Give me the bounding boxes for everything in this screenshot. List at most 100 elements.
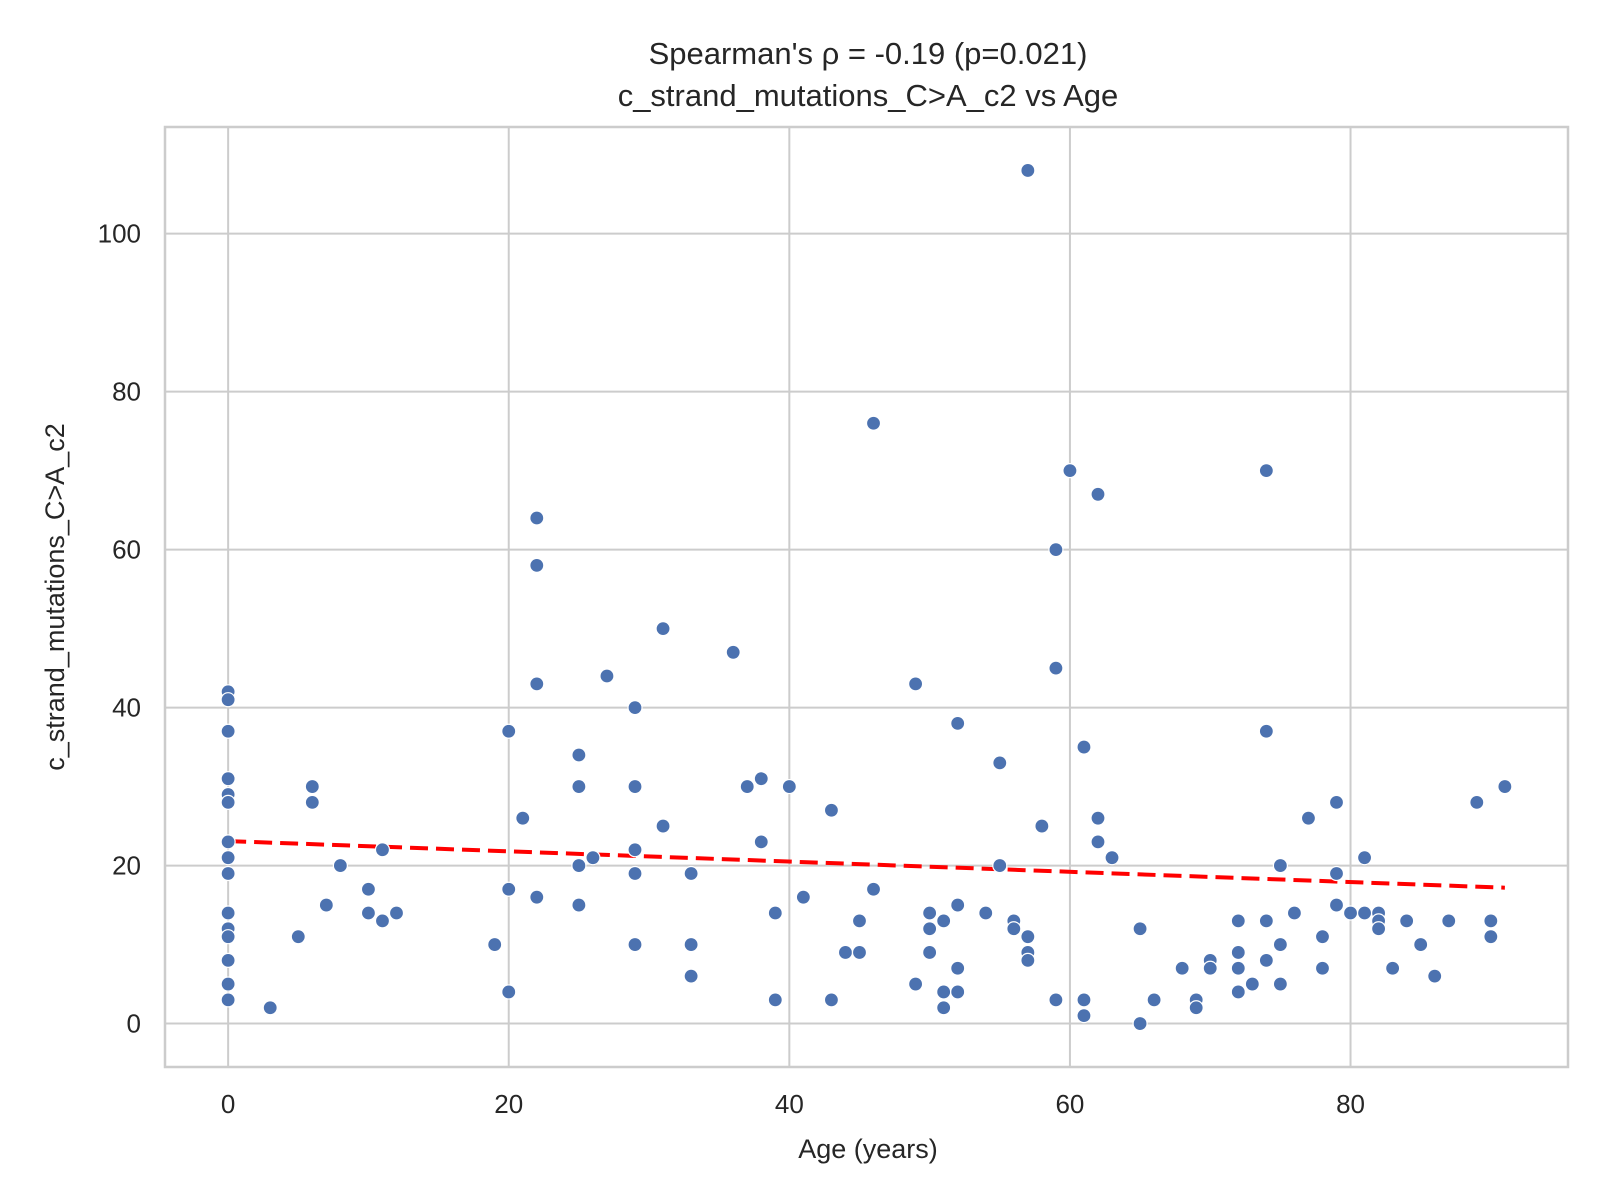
- data-point: [487, 936, 503, 953]
- data-point: [767, 992, 783, 1008]
- data-point: [767, 905, 783, 921]
- data-point: [950, 897, 966, 913]
- data-point: [501, 984, 517, 1000]
- data-point: [290, 929, 306, 945]
- data-point: [627, 699, 643, 716]
- data-point: [1132, 1015, 1148, 1032]
- data-point: [1048, 660, 1064, 676]
- y-tick-label: 60: [112, 535, 141, 565]
- data-point: [1188, 1000, 1204, 1016]
- y-axis-label: c_strand_mutations_C>A_c2: [40, 423, 70, 770]
- data-point: [655, 620, 671, 637]
- data-point: [1230, 984, 1246, 1000]
- data-point: [978, 905, 994, 921]
- data-point: [1427, 968, 1443, 984]
- data-point: [1258, 723, 1274, 739]
- data-point: [922, 921, 938, 937]
- data-point: [599, 668, 615, 684]
- data-point: [992, 857, 1008, 874]
- data-point: [360, 905, 377, 921]
- data-point: [1020, 929, 1036, 945]
- data-point: [501, 881, 517, 897]
- data-point: [1258, 913, 1274, 929]
- data-point: [1483, 913, 1499, 929]
- data-point: [1230, 913, 1246, 929]
- data-point: [683, 865, 699, 882]
- data-point: [837, 944, 854, 961]
- data-point: [220, 723, 236, 739]
- data-point: [1034, 818, 1050, 834]
- data-point: [1244, 976, 1260, 992]
- data-point: [1104, 850, 1120, 866]
- y-tick-label: 20: [112, 851, 141, 881]
- data-point: [571, 857, 587, 874]
- data-point: [1356, 850, 1373, 866]
- data-point: [1328, 865, 1345, 882]
- data-point: [529, 557, 545, 574]
- data-point: [529, 510, 545, 526]
- data-point: [1441, 913, 1457, 929]
- y-tick-label: 100: [98, 219, 141, 249]
- data-point: [781, 778, 797, 795]
- data-point: [501, 723, 517, 739]
- data-point: [1328, 897, 1345, 913]
- data-point: [655, 818, 671, 834]
- data-point: [262, 1000, 278, 1016]
- data-point: [304, 794, 320, 810]
- data-point: [220, 905, 236, 921]
- data-point: [851, 913, 868, 929]
- data-point: [1342, 905, 1359, 921]
- data-point: [922, 944, 938, 961]
- data-point: [220, 992, 236, 1008]
- data-point: [1272, 976, 1288, 992]
- y-tick-label: 0: [127, 1009, 141, 1039]
- data-point: [1272, 857, 1288, 874]
- x-tick-label: 40: [775, 1089, 804, 1119]
- data-point: [1413, 936, 1429, 953]
- data-point: [318, 897, 334, 913]
- data-point: [1314, 960, 1331, 976]
- data-point: [1328, 794, 1345, 810]
- x-tick-label: 0: [221, 1089, 235, 1119]
- data-point: [739, 778, 755, 795]
- data-point: [220, 865, 236, 882]
- data-point: [220, 850, 236, 866]
- gridlines: [165, 127, 1568, 1067]
- data-point: [1370, 921, 1387, 937]
- data-point: [1076, 1008, 1092, 1024]
- data-point: [753, 771, 769, 787]
- data-point: [683, 968, 699, 984]
- x-tick-label: 60: [1055, 1089, 1084, 1119]
- data-point: [571, 897, 587, 913]
- x-tick-label: 80: [1336, 1089, 1365, 1119]
- data-point: [1048, 992, 1064, 1008]
- data-point: [1006, 921, 1022, 937]
- data-point: [950, 984, 966, 1000]
- data-point: [1132, 921, 1148, 937]
- data-point: [585, 850, 601, 866]
- data-point: [1272, 936, 1288, 953]
- data-points: [220, 162, 1513, 1032]
- data-point: [1399, 913, 1415, 929]
- data-point: [1385, 960, 1401, 976]
- data-point: [1356, 905, 1373, 921]
- data-point: [1300, 810, 1317, 826]
- chart-title-line-1: Spearman's ρ = -0.19 (p=0.021): [649, 36, 1088, 71]
- data-point: [1230, 960, 1246, 976]
- data-point: [374, 842, 391, 858]
- data-point: [1314, 929, 1331, 945]
- data-point: [1258, 952, 1274, 968]
- data-point: [1497, 778, 1513, 795]
- data-point: [851, 944, 868, 961]
- data-point: [529, 676, 545, 692]
- data-point: [908, 976, 924, 992]
- data-point: [683, 936, 699, 953]
- data-point: [753, 834, 769, 850]
- y-tick-label: 40: [112, 693, 141, 723]
- data-point: [1090, 486, 1106, 502]
- data-point: [1048, 542, 1064, 558]
- data-point: [936, 984, 952, 1000]
- data-point: [865, 881, 882, 897]
- data-point: [1483, 929, 1499, 945]
- data-point: [908, 676, 924, 692]
